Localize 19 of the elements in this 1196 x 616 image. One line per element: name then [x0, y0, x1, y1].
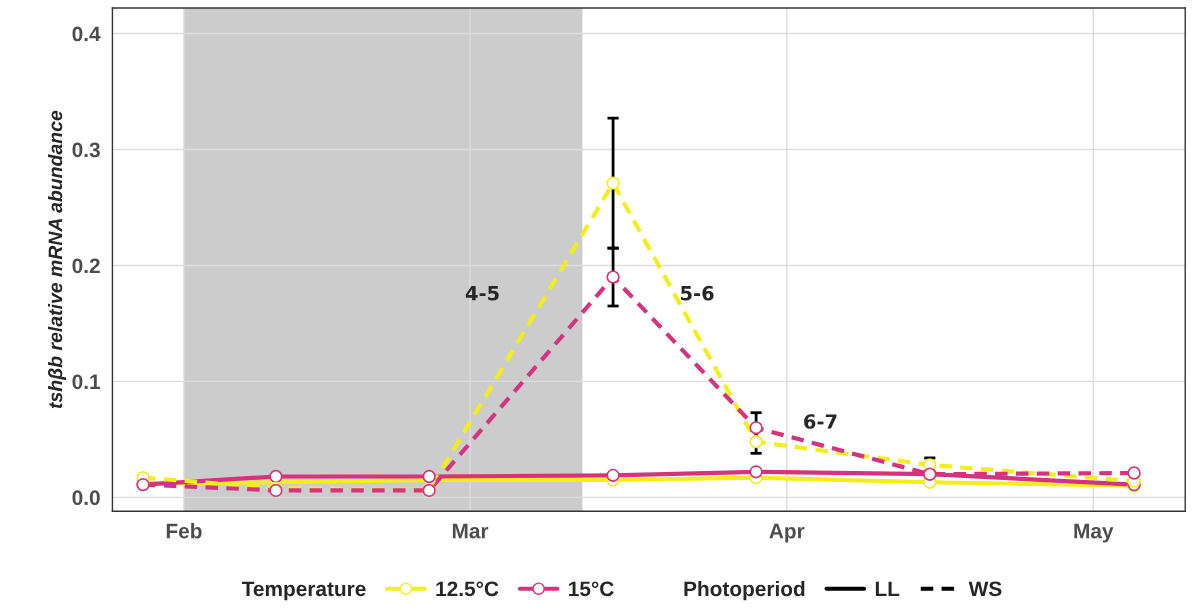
text: Photoperiod: [684, 580, 805, 601]
annotation: 6-7: [804, 414, 837, 429]
y-tick-label: 0.0: [72, 490, 100, 506]
annotation: 5-6: [681, 285, 714, 301]
y-tick-label: 0.3: [72, 142, 100, 158]
annotation: 4-5: [465, 286, 499, 301]
y-tick-label: 0.4: [72, 26, 101, 42]
x-tick-label: Mar: [452, 523, 489, 539]
legend-label: 12.5°C: [436, 581, 499, 597]
x-tick-label: Feb: [166, 523, 202, 539]
x-tick-label: Apr: [769, 523, 805, 543]
y-axis-title: tshβb relative mRNA abundance: [47, 110, 67, 409]
text: LL: [875, 581, 900, 597]
text: WS: [968, 581, 1002, 597]
y-tick-label: 0.1: [72, 374, 101, 390]
y-tick-label: 0.2: [72, 258, 100, 274]
legend-title: Temperature: [241, 581, 366, 601]
x-tick-label: May: [1074, 523, 1114, 543]
legend-label: 15°C: [569, 581, 614, 597]
